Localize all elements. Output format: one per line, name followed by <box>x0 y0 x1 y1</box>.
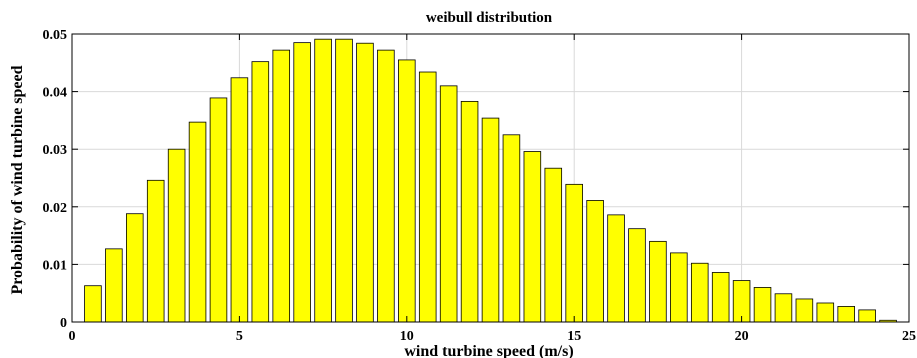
bar <box>753 287 772 323</box>
x-axis-label: wind turbine speed (m/s) <box>404 343 573 358</box>
bar <box>188 121 207 323</box>
bar <box>481 117 500 323</box>
bar <box>858 309 876 323</box>
y-tick-label: 0 <box>60 316 67 331</box>
bar <box>146 179 165 323</box>
bar <box>230 77 249 323</box>
bar <box>502 134 521 323</box>
y-tick-labels: 0 0.01 0.02 0.03 0.04 0.05 <box>43 28 68 331</box>
x-tick-label: 5 <box>236 329 243 344</box>
bar <box>690 262 709 323</box>
plot-frame <box>71 33 910 323</box>
y-tick-label: 0.04 <box>43 86 68 101</box>
bar <box>418 71 437 323</box>
bar <box>565 183 583 323</box>
bar <box>837 306 855 323</box>
bar <box>314 38 332 323</box>
y-tick-label: 0.03 <box>43 143 68 158</box>
bar <box>251 61 270 323</box>
bar <box>774 293 793 323</box>
y-axis-label: Probability of wind turbine speed <box>9 65 26 294</box>
bar <box>670 252 688 323</box>
bar <box>209 97 228 323</box>
bar <box>586 200 604 323</box>
x-tick-label: 20 <box>735 329 749 344</box>
x-tick-label: 0 <box>69 329 76 344</box>
chart-title: weibull distribution <box>426 10 553 26</box>
x-tick-label: 10 <box>400 329 414 344</box>
bar <box>439 85 458 323</box>
axis-ticks <box>71 33 910 323</box>
bar <box>126 213 144 323</box>
bar <box>649 240 667 323</box>
x-tick-labels: 0 5 10 15 20 25 <box>69 329 917 344</box>
bar <box>356 42 374 323</box>
bar <box>523 151 542 323</box>
bar <box>335 38 353 323</box>
y-tick-label: 0.05 <box>43 28 68 43</box>
y-tick-label: 0.02 <box>43 201 68 216</box>
x-tick-label: 25 <box>902 329 916 344</box>
bar <box>795 298 814 323</box>
bar <box>460 100 479 323</box>
bar <box>272 49 291 323</box>
bar <box>84 285 102 323</box>
bar <box>544 167 563 323</box>
bar <box>732 280 751 323</box>
bar-series <box>84 38 897 323</box>
bar <box>628 228 646 323</box>
bar <box>711 272 730 323</box>
y-tick-label: 0.01 <box>43 258 68 273</box>
bar <box>816 302 835 323</box>
bar <box>398 59 416 323</box>
bar <box>377 49 395 323</box>
bar <box>607 214 625 323</box>
bar <box>105 248 123 323</box>
bar <box>167 148 186 323</box>
bar <box>293 42 311 323</box>
x-tick-label: 15 <box>567 329 581 344</box>
